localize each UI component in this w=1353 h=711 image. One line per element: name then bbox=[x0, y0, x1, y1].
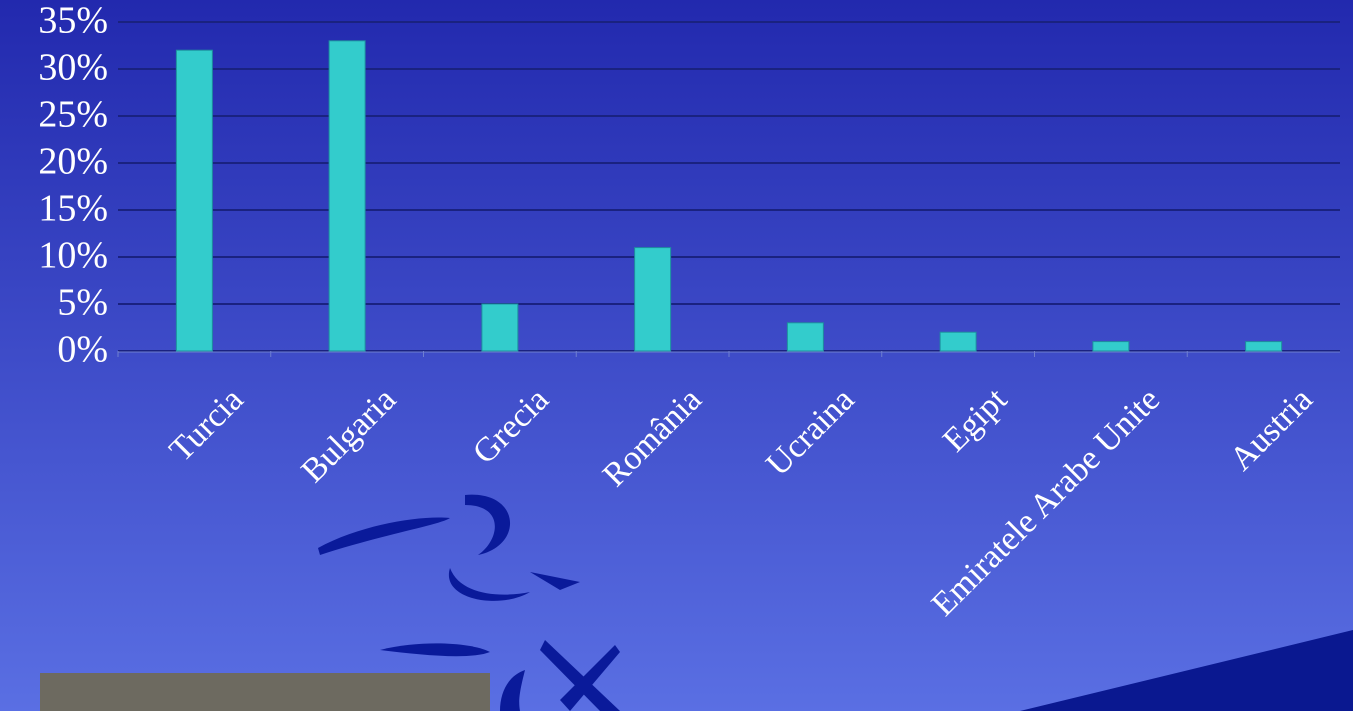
bar bbox=[786, 322, 824, 352]
bar bbox=[328, 40, 366, 352]
bar bbox=[939, 331, 977, 352]
bar bbox=[1092, 341, 1130, 352]
y-tick-label: 20% bbox=[38, 141, 108, 183]
y-tick-label: 10% bbox=[38, 235, 108, 277]
y-tick-label: 0% bbox=[57, 329, 108, 371]
photo bbox=[40, 673, 490, 711]
bar bbox=[175, 49, 213, 352]
corner-shape bbox=[1020, 630, 1353, 711]
y-tick-label: 15% bbox=[38, 188, 108, 230]
bar bbox=[1245, 341, 1283, 352]
bar bbox=[481, 303, 519, 352]
y-tick-label: 35% bbox=[38, 0, 108, 42]
y-tick-label: 30% bbox=[38, 47, 108, 89]
y-tick-label: 25% bbox=[38, 94, 108, 136]
logo bbox=[318, 494, 620, 711]
bar bbox=[634, 247, 672, 352]
y-tick-label: 5% bbox=[57, 282, 108, 324]
